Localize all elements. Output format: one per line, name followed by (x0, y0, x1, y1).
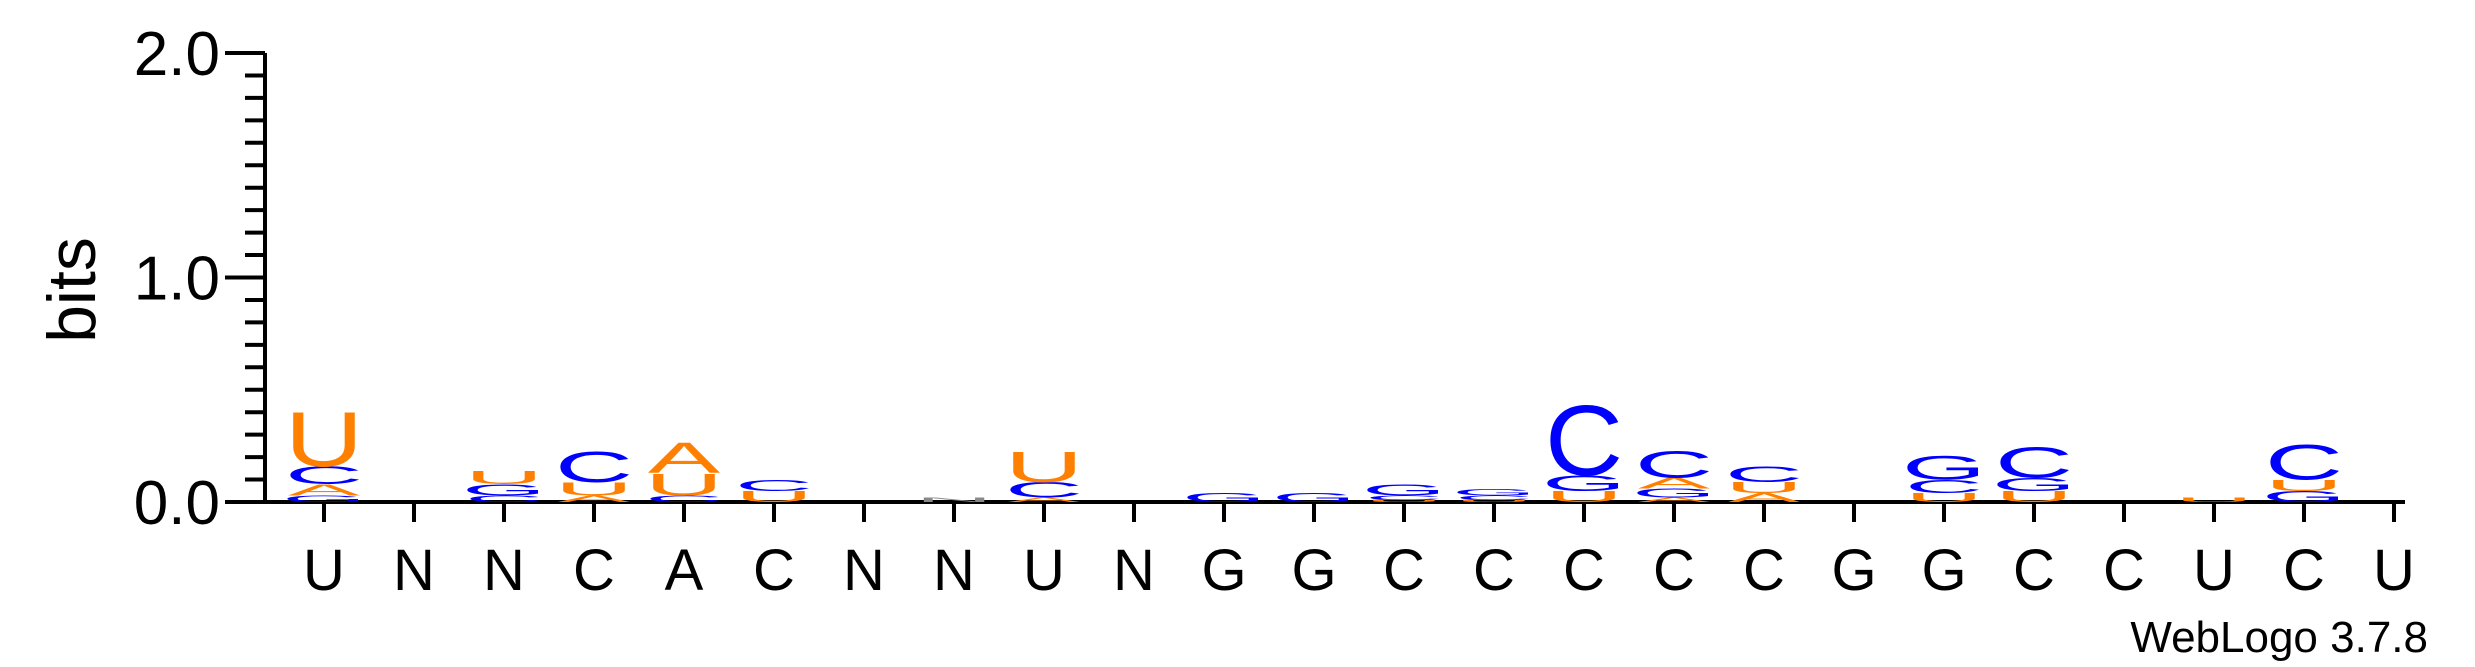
logo-letter-u: U (2175, 496, 2253, 503)
logo-letter-g: G (1632, 486, 1716, 500)
logo-letter-u: U (1545, 488, 1623, 505)
logo-letter-u: U (285, 396, 363, 484)
x-tick-label: C (573, 538, 615, 603)
x-tick-label: G (1831, 538, 1876, 603)
logo-letter-n: N (915, 496, 993, 503)
x-tick-label: C (1743, 538, 1785, 603)
x-tick-label: A (665, 538, 704, 603)
logo-letter-c: C (1995, 437, 2073, 486)
x-tick-label: C (753, 538, 795, 603)
logo-letter-u: U (1455, 499, 1533, 502)
logo-letter-c: C (285, 461, 363, 489)
y-tick-label: 1.0 (134, 245, 220, 314)
axes (263, 53, 2405, 504)
x-tick-label: C (2103, 538, 2145, 603)
logo-letter-c: C (1545, 385, 1623, 497)
x-tick-label: U (2373, 538, 2415, 603)
x-tick-label: U (1023, 538, 1065, 603)
logo-letter-a: A (1728, 491, 1801, 505)
x-tick-label: G (1201, 538, 1246, 603)
logo-letter-c: C (465, 494, 543, 505)
x-tick-label: N (393, 538, 435, 603)
x-tick-label: N (933, 538, 975, 603)
x-tick-label: C (1653, 538, 1695, 603)
logo-letter-c: C (1365, 494, 1443, 501)
logo-letter-a: A (1638, 475, 1711, 492)
weblogo-credit: WebLogo 3.7.8 (2130, 613, 2428, 662)
x-tick-label: C (2283, 538, 2325, 603)
x-tick-label: C (1383, 538, 1425, 603)
logo-letter-u: U (1905, 491, 1983, 505)
logo-letter-u: U (465, 467, 543, 488)
logo-letter-a: A (1008, 496, 1081, 503)
logo-letter-u: U (645, 467, 723, 502)
x-tick-label: G (1291, 538, 1336, 603)
logo-letter-g: G (1362, 481, 1446, 498)
logo-letter-c: C (645, 494, 723, 505)
x-tick-label: G (1921, 538, 1966, 603)
logo-letter-c: C (2265, 434, 2343, 490)
x-tick-label: C (1473, 538, 1515, 603)
y-axis-ticks: 0.0 1.0 2.0 (134, 20, 265, 538)
x-tick-label: U (303, 538, 345, 603)
x-tick-label: U (2193, 538, 2235, 603)
logo-letter-a: A (648, 433, 720, 482)
x-tick-label: C (1563, 538, 1605, 603)
logo-letter-c: C (735, 477, 813, 494)
logo-letter-g: G (2262, 488, 2346, 505)
y-tick-label: 0.0 (134, 469, 220, 538)
x-tick-label: C (2013, 538, 2055, 603)
logo-letter-c: C (555, 442, 633, 491)
logo-letter-u: U (1005, 442, 1083, 491)
logo-letter-a: A (1638, 496, 1711, 503)
logo-letter-u: U (555, 479, 633, 500)
logo-letter-g: G (1542, 471, 1626, 496)
logo-letter-a: A (558, 494, 631, 505)
y-tick-label: 2.0 (134, 20, 220, 89)
logo-letter-g: G (1452, 487, 1536, 498)
x-tick-label: N (843, 538, 885, 603)
logo-letter-g: G (1272, 491, 1356, 505)
logo-letter-c: C (1725, 462, 1803, 487)
logo-letter-g: G (1992, 474, 2076, 495)
y-axis-label: bits (34, 237, 110, 343)
logo-letter-u: U (1725, 479, 1803, 496)
logo-letter-u: U (1365, 499, 1443, 502)
logo-letter-c: C (1635, 444, 1713, 486)
logo-letter-c: C (1455, 494, 1533, 501)
logo-letter-u: U (735, 488, 813, 505)
logo-letter-g: G (1182, 491, 1266, 505)
x-tick-label: N (483, 538, 525, 603)
logo-letter-a: A (288, 481, 361, 498)
x-tick-label: N (1113, 538, 1155, 603)
logo-letter-g: G (462, 481, 546, 498)
logo-letter-c: C (1905, 476, 1983, 497)
logo-letter-g: G (1902, 449, 1986, 488)
logo-letter-c: C (1005, 478, 1083, 503)
logo-letter-u: U (2265, 477, 2343, 494)
logo-letter-u: U (1995, 488, 2073, 505)
logo-letter-g: G (282, 494, 366, 505)
